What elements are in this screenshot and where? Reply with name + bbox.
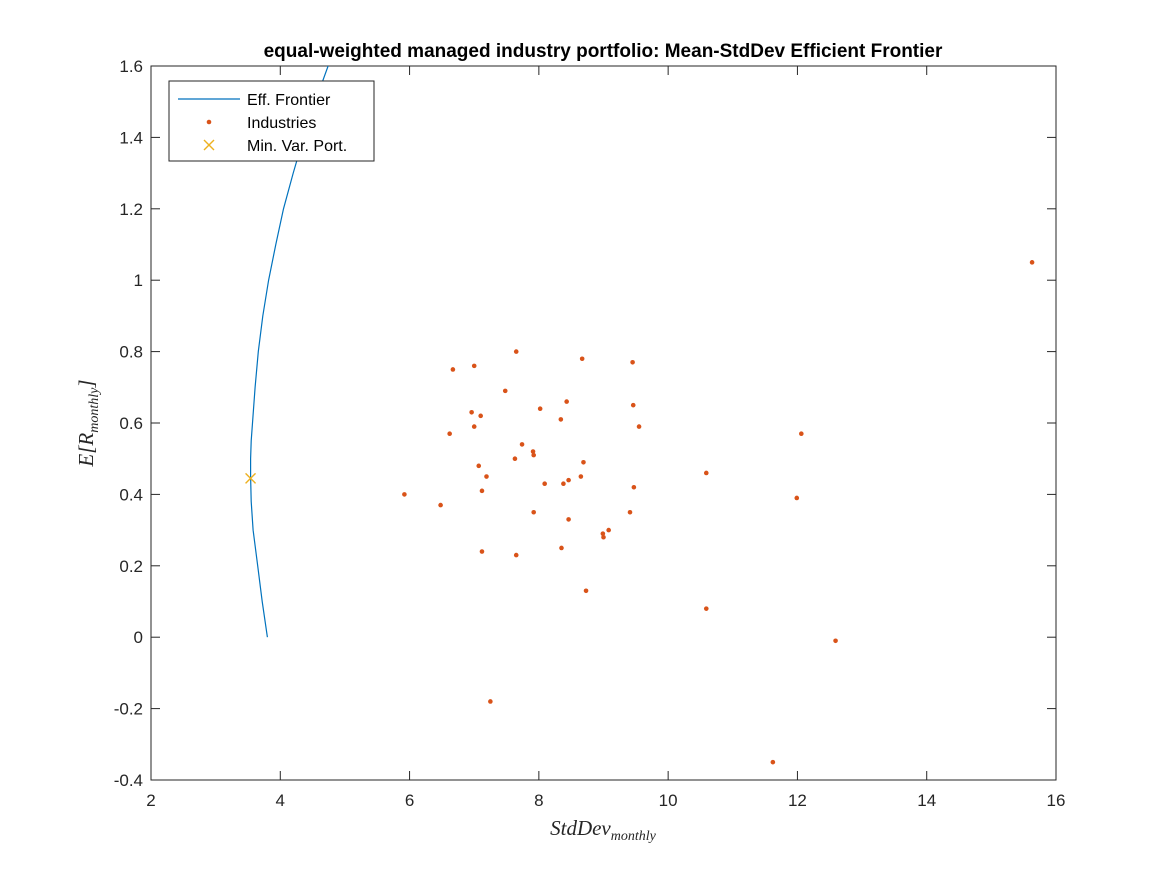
industry-point [502,388,508,394]
industry-point [537,406,543,412]
industry-point [542,481,547,486]
industry-point [519,442,525,447]
industry-point [558,417,564,422]
y-tick-label: 1.4 [119,128,143,147]
industry-point [799,431,804,437]
y-tick-label: 0.8 [119,343,143,362]
industry-point [561,481,566,486]
industry-point [530,449,536,454]
industry-point [476,463,482,469]
industry-point [531,452,536,458]
industry-point [513,349,519,354]
legend-label: Industries [247,115,316,132]
industry-point [559,545,564,551]
industry-point [469,409,474,415]
industry-point [447,431,452,437]
y-tick-label: -0.4 [114,771,143,790]
x-axis-label: StdDevmonthly [550,816,657,844]
x-tick-label: 8 [534,791,543,810]
industry-point [478,413,483,419]
industry-point [578,474,584,479]
y-axis-tick-labels: -0.4 -0.2 0 0.2 0.4 0.6 0.8 1 1.2 1.4 1.6 [114,57,143,790]
industry-point [601,534,606,540]
x-axis-label-base: StdDev [550,816,611,840]
legend-entry: Min. Var. Port. [203,138,347,155]
y-tick-label: 0.4 [119,485,143,504]
x-tick-label: 12 [788,791,807,810]
industry-point [581,459,586,465]
industry-point [833,638,838,644]
industry-point [703,606,709,611]
industry-point [450,367,456,372]
industry-point [627,509,633,515]
y-tick-label: 0.6 [119,414,143,433]
x-tick-label: 6 [405,791,414,810]
industry-point [479,549,485,554]
industry-point [564,399,569,404]
y-tick-label: 1 [134,271,143,290]
industry-point [636,424,642,429]
x-tick-label: 16 [1047,791,1066,810]
x-tick-label: 10 [659,791,678,810]
industry-point [484,474,489,479]
x-axis-label-subscript: monthly [611,829,657,844]
y-axis-ticks [151,65,1056,781]
industry-point [479,488,485,494]
industry-point [630,360,635,365]
y-axis-label-close: ] [74,379,98,388]
industry-point [1029,260,1035,265]
industry-point [794,495,800,501]
y-tick-label: -0.2 [114,700,143,719]
industry-point [438,502,443,508]
plot-area [150,65,1057,781]
industry-point [566,477,571,483]
legend-label: Min. Var. Port. [247,138,347,155]
industry-point [631,484,637,490]
industry-point [471,363,477,369]
industry-point [471,424,477,429]
y-tick-label: 1.6 [119,57,143,76]
y-axis-label-subscript: monthly [87,387,102,433]
industry-point [402,492,407,497]
x-tick-label: 4 [276,791,285,810]
industry-point [488,699,493,704]
industry-point [531,509,536,515]
y-axis-label-base: E[R [74,433,98,468]
chart-title: equal-weighted managed industry portfoli… [264,41,943,62]
y-tick-label: 1.2 [119,200,143,219]
y-tick-label: 0.2 [119,557,143,576]
min-variance-layer [245,472,257,484]
industry-point [579,356,585,362]
industry-point [600,531,606,536]
legend: Eff. Frontier Industries Min. Var. Port. [168,80,375,162]
y-tick-label: 0 [134,628,143,647]
industry-point [630,402,636,408]
legend-label: Eff. Frontier [247,92,331,109]
industry-point [513,552,519,558]
min-variance-marker [245,472,257,484]
legend-x-swatch [203,139,215,151]
x-axis-ticks [150,66,1057,780]
x-tick-label: 2 [146,791,155,810]
industry-point [512,456,518,462]
legend-entry: Eff. Frontier [178,92,331,109]
y-axis-label: E[Rmonthly] [74,379,102,467]
industry-point [583,588,589,594]
x-axis-tick-labels: 2 4 6 8 10 12 14 16 [146,791,1065,810]
industry-point [566,517,571,522]
industry-point [770,759,776,765]
x-tick-label: 14 [917,791,936,810]
industry-point [606,527,611,533]
legend-box [168,80,375,162]
legend-entry: Industries [206,115,316,132]
industry-point [703,470,709,476]
legend-dot-swatch [206,119,212,125]
industries-scatter-layer [402,260,1035,765]
